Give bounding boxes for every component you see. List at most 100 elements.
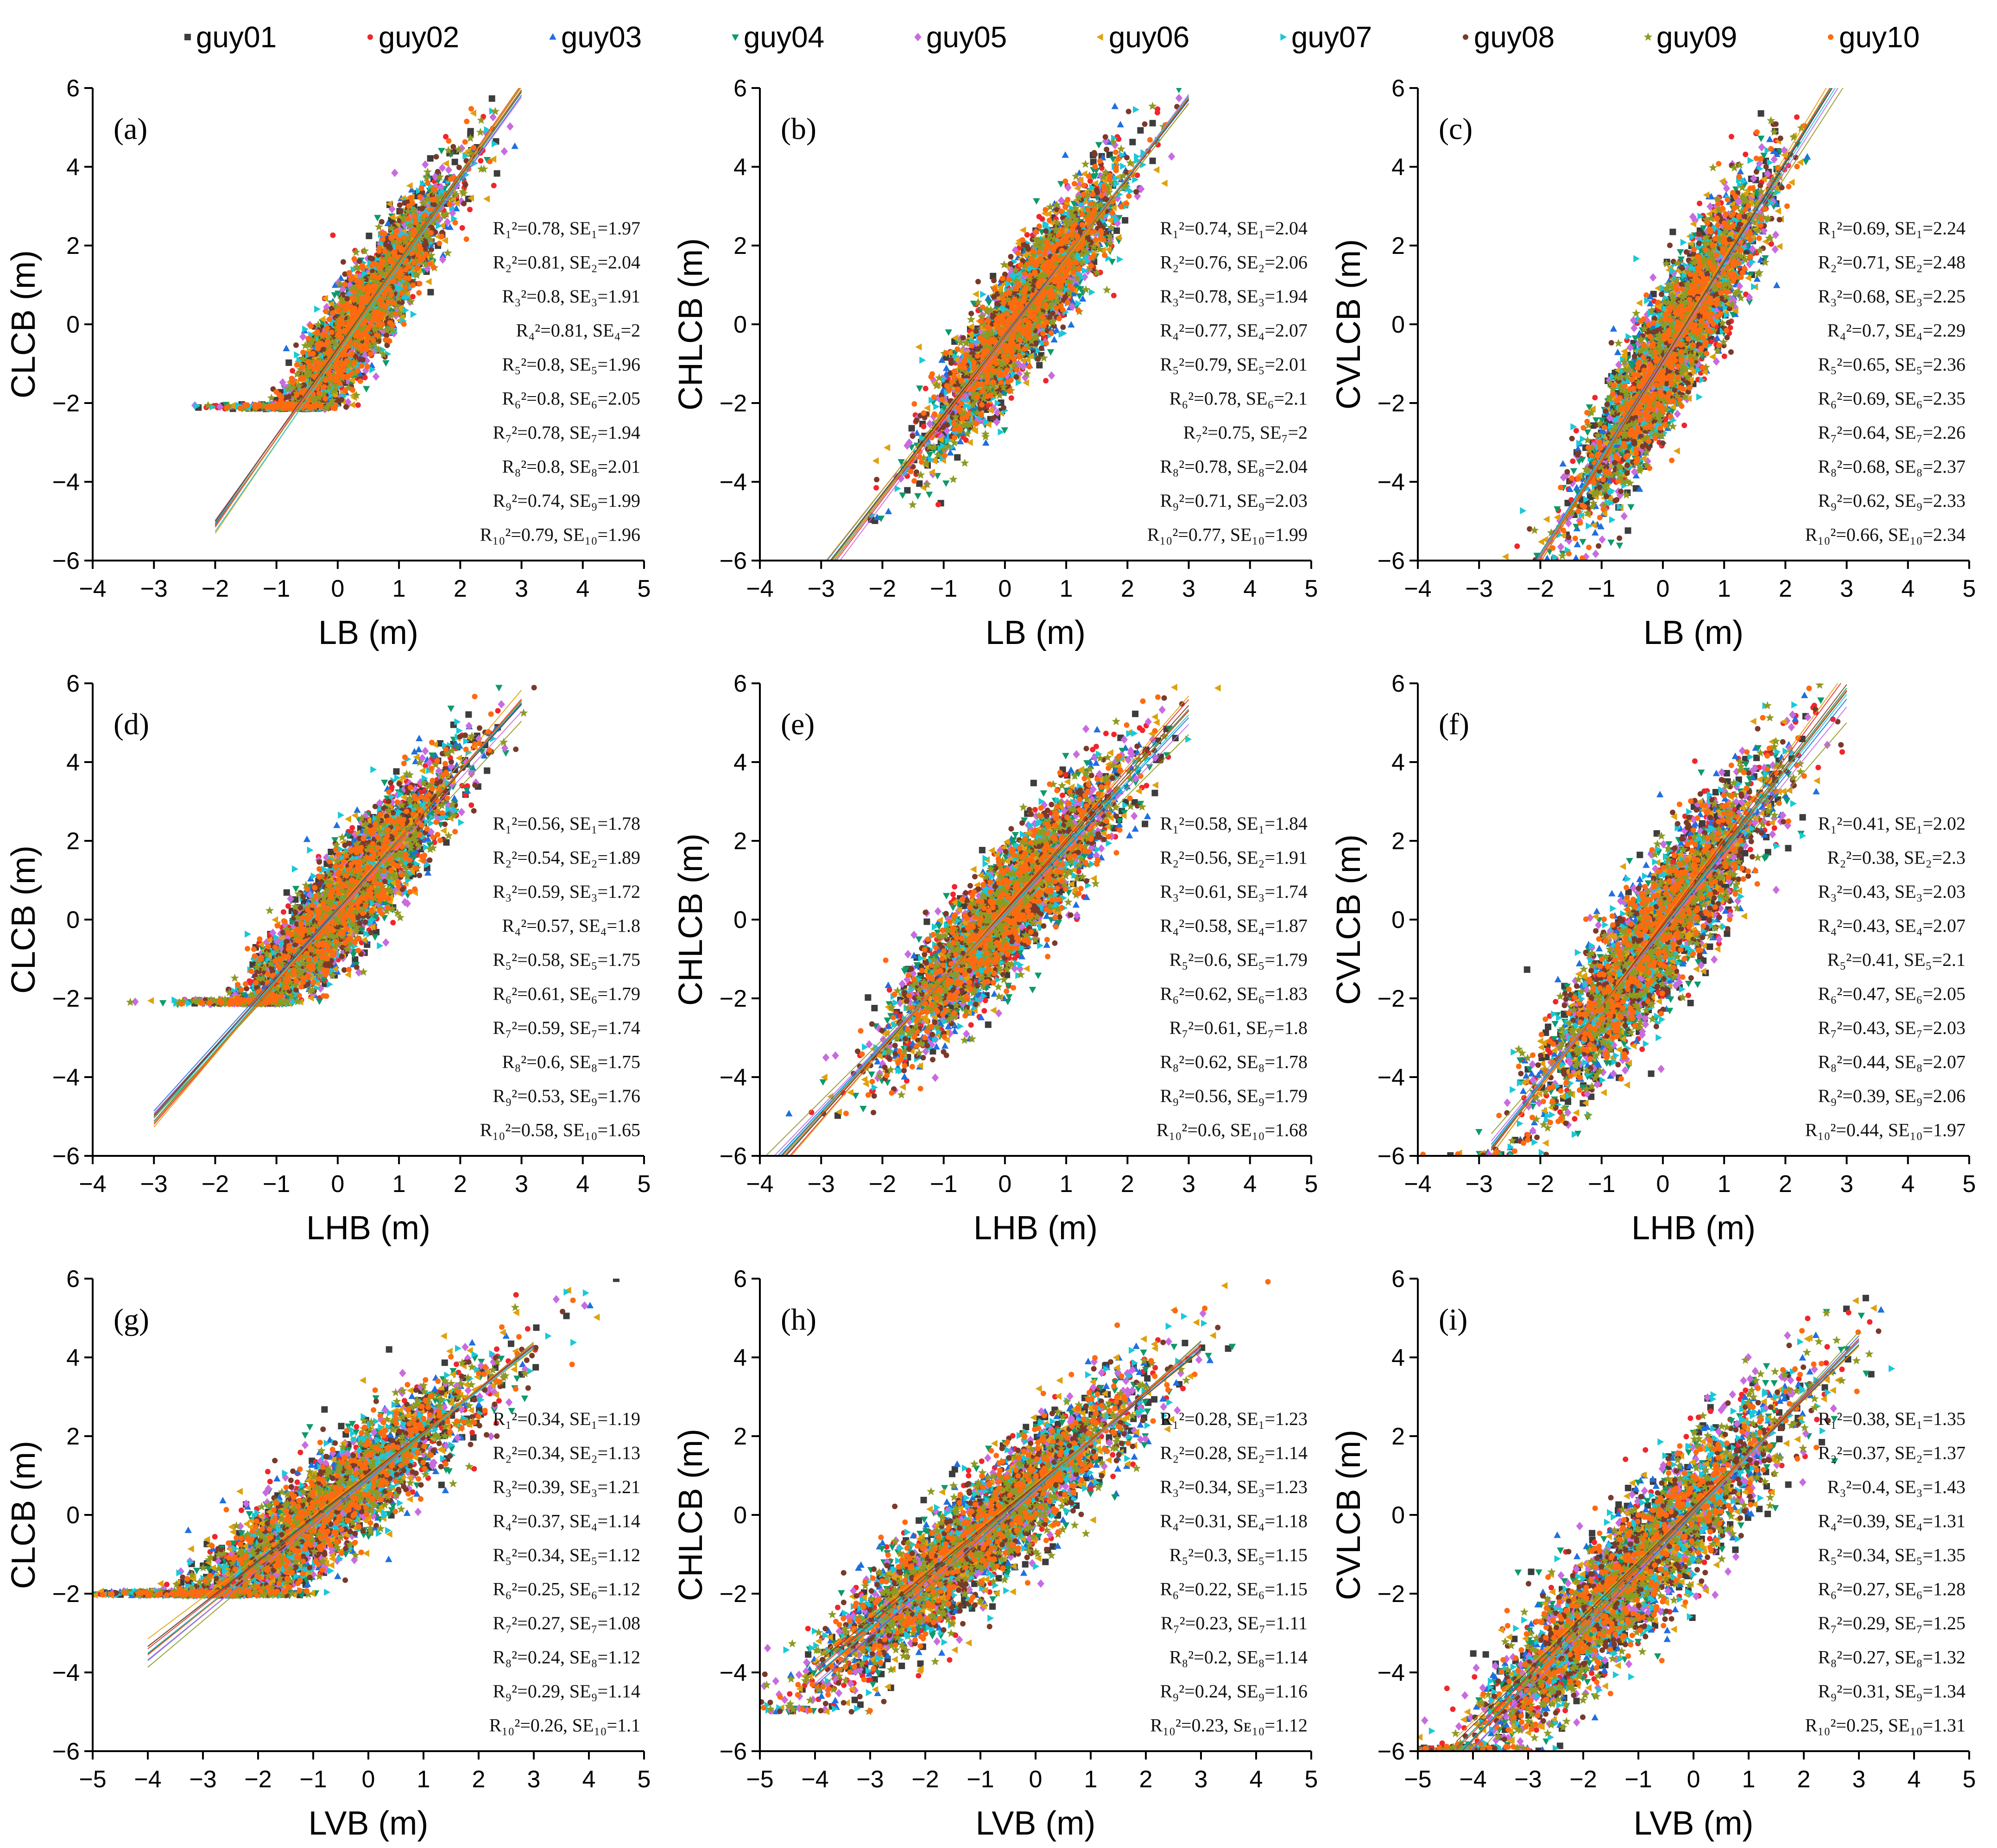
point-guy05 xyxy=(422,160,429,169)
point-guy10 xyxy=(471,145,477,151)
point-guy09 xyxy=(394,294,404,303)
point-guy10 xyxy=(428,230,434,236)
point-guy09 xyxy=(466,133,475,142)
point-guy10 xyxy=(388,235,394,241)
point-guy08 xyxy=(379,219,385,225)
point-guy09 xyxy=(399,213,409,221)
point-guy09 xyxy=(304,365,313,373)
point-guy02 xyxy=(410,294,416,300)
point-guy09 xyxy=(325,382,334,391)
y-axis-title: CLCB (m) xyxy=(5,250,42,398)
x-tick-label: 2 xyxy=(454,575,467,602)
point-guy09 xyxy=(400,286,409,295)
point-guy09 xyxy=(352,391,361,399)
point-guy06 xyxy=(319,315,326,323)
point-guy10 xyxy=(383,337,389,343)
point-guy09 xyxy=(404,207,412,215)
point-guy09 xyxy=(337,294,346,303)
point-guy09 xyxy=(395,264,404,272)
point-guy10 xyxy=(401,321,407,327)
point-guy10 xyxy=(289,375,295,381)
point-guy09 xyxy=(352,248,360,256)
point-guy10 xyxy=(385,287,392,293)
point-guy10 xyxy=(322,396,328,402)
point-guy09 xyxy=(382,268,391,277)
point-guy10 xyxy=(382,248,388,254)
point-guy06 xyxy=(406,182,413,189)
point-guy01 xyxy=(467,130,474,137)
point-guy09 xyxy=(389,237,398,246)
legend-marker xyxy=(1463,34,1468,40)
legend-label: guy09 xyxy=(1656,20,1737,54)
point-guy09 xyxy=(451,190,461,199)
point-guy08 xyxy=(397,202,403,208)
point-guy10 xyxy=(370,337,376,343)
point-guy01 xyxy=(1129,139,1136,145)
point-guy09 xyxy=(344,384,353,392)
point-guy09 xyxy=(379,350,388,359)
legend-marker xyxy=(1096,33,1103,41)
point-guy09 xyxy=(329,386,339,395)
point-guy09 xyxy=(298,355,308,364)
point-guy07 xyxy=(472,159,479,167)
point-guy10 xyxy=(253,403,259,409)
point-guy10 xyxy=(351,256,357,262)
point-guy09 xyxy=(301,341,310,350)
point-guy10 xyxy=(380,236,386,242)
point-guy10 xyxy=(427,261,433,267)
legend-marker xyxy=(184,34,191,40)
point-guy07 xyxy=(379,346,386,353)
point-guy09 xyxy=(432,194,442,203)
x-tick-label: −3 xyxy=(140,575,168,602)
point-guy09 xyxy=(422,229,431,237)
point-guy10 xyxy=(335,308,341,314)
legend-marker xyxy=(1828,34,1833,40)
point-guy10 xyxy=(381,291,387,297)
point-guy08 xyxy=(342,271,348,277)
point-guy10 xyxy=(423,251,429,257)
point-guy10 xyxy=(357,279,363,285)
point-guy10 xyxy=(348,371,354,377)
point-guy07 xyxy=(404,294,411,301)
point-guy10 xyxy=(385,299,392,305)
point-guy05 xyxy=(506,122,514,131)
legend-label: guy03 xyxy=(561,20,642,54)
point-guy10 xyxy=(373,311,379,317)
point-guy09 xyxy=(387,223,396,232)
point-guy10 xyxy=(322,377,329,383)
legend-item-guy10: guy10 xyxy=(1828,20,1920,54)
point-guy10 xyxy=(354,368,360,374)
point-guy10 xyxy=(351,360,357,366)
point-guy10 xyxy=(389,278,395,284)
point-guy07 xyxy=(302,325,309,333)
point-guy02 xyxy=(491,183,497,189)
point-guy09 xyxy=(458,187,468,196)
scatter-points xyxy=(191,95,518,413)
point-guy10 xyxy=(369,318,375,324)
point-guy10 xyxy=(320,331,326,337)
point-guy10 xyxy=(464,119,470,125)
y-tick-label: 6 xyxy=(66,75,80,102)
point-guy10 xyxy=(417,281,423,287)
point-guy10 xyxy=(463,236,469,242)
point-guy09 xyxy=(375,332,384,341)
point-guy10 xyxy=(344,358,350,364)
point-guy05 xyxy=(436,214,443,223)
point-guy07 xyxy=(436,222,442,230)
point-guy09 xyxy=(410,205,419,214)
point-guy07 xyxy=(209,403,216,410)
point-guy10 xyxy=(406,275,412,281)
point-guy10 xyxy=(405,264,411,270)
point-guy09 xyxy=(331,340,340,348)
point-guy10 xyxy=(348,352,354,358)
point-guy10 xyxy=(330,405,336,411)
point-guy09 xyxy=(357,282,366,290)
point-guy10 xyxy=(309,405,315,411)
x-tick-label: 0 xyxy=(331,575,344,602)
point-guy05 xyxy=(438,164,446,172)
point-guy10 xyxy=(462,139,468,145)
point-guy10 xyxy=(370,286,376,292)
point-guy10 xyxy=(330,310,336,316)
point-guy05 xyxy=(401,221,409,229)
point-guy10 xyxy=(305,335,311,341)
